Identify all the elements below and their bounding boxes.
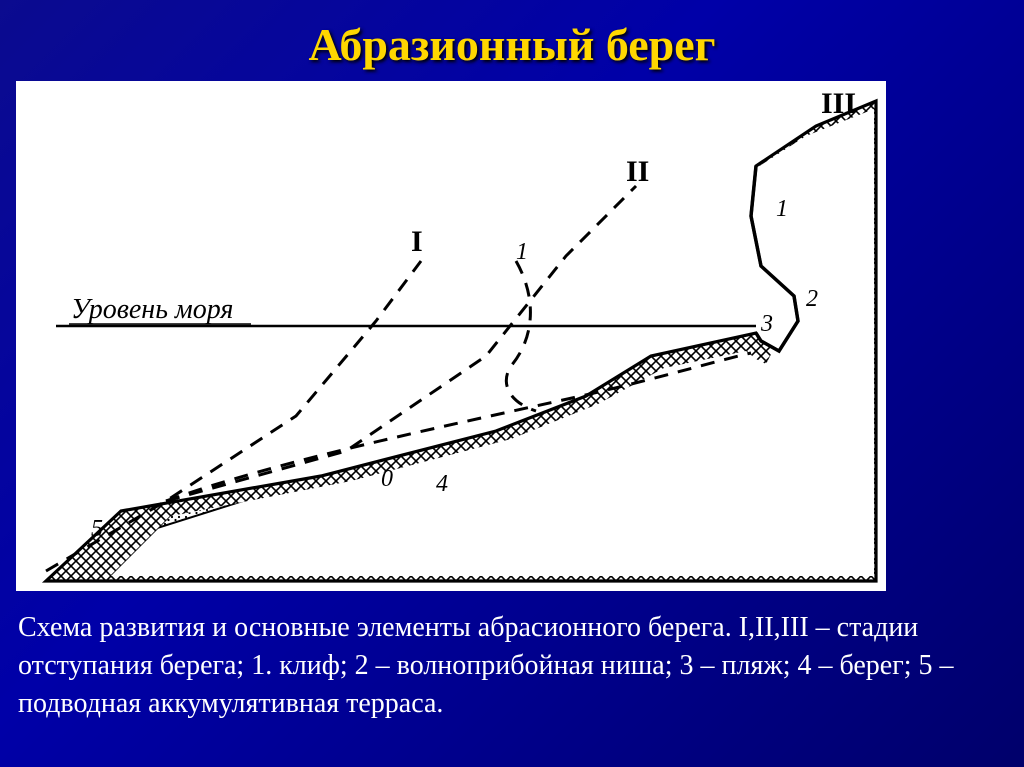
- numeric-label: 4: [436, 471, 448, 497]
- numeric-label: 5: [91, 516, 103, 542]
- numeric-label: 1: [516, 239, 528, 265]
- slide-title: Абразионный берег: [0, 0, 1024, 81]
- roman-label: I: [411, 225, 423, 258]
- numeric-label: 0: [381, 466, 393, 492]
- numeric-label: 3: [760, 311, 773, 337]
- numeric-label: 1: [776, 196, 788, 222]
- bedrock-band: [46, 101, 876, 581]
- roman-label: II: [626, 155, 649, 188]
- roman-label: III: [821, 87, 856, 120]
- slide: Абразионный берег: [0, 0, 1024, 767]
- slide-caption: Схема развития и основные элементы абрас…: [0, 591, 1024, 722]
- stage-II-notch-line: [506, 261, 536, 411]
- diagram-figure: Уровень моря IIIIII 1234501: [16, 81, 886, 591]
- sea-level-label: Уровень моря: [71, 294, 233, 325]
- numeric-label: 2: [806, 286, 818, 312]
- coast-diagram-svg: Уровень моря IIIIII 1234501: [16, 81, 886, 591]
